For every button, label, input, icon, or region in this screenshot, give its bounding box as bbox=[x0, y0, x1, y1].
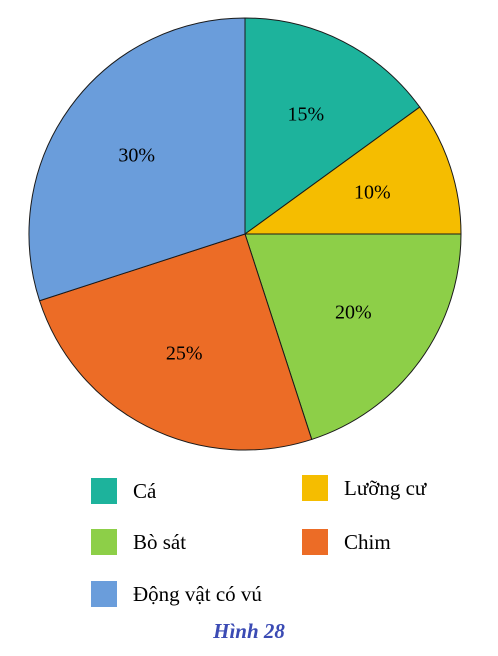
legend-label-bo-sat: Bò sát bbox=[133, 529, 187, 554]
pie-slice-chim bbox=[38, 233, 313, 451]
legend-swatch-bo-sat bbox=[91, 529, 117, 555]
legend-swatch-dong-vat-co-vu bbox=[91, 581, 117, 607]
legend-label-luong-cu: Lưỡng cư bbox=[344, 475, 427, 500]
legend-item-bo-sat: Bò sát bbox=[91, 529, 186, 555]
legend-label-ca: Cá bbox=[133, 478, 157, 503]
pie-slice-luong-cu bbox=[243, 106, 462, 235]
slice-label-bo-sat: 20% bbox=[335, 302, 372, 324]
pie-slice-ca bbox=[244, 17, 421, 235]
figure-caption: Hình 28 bbox=[213, 619, 285, 643]
legend-item-dong-vat-co-vu: Động vật có vú bbox=[91, 581, 262, 607]
legend-swatch-chim bbox=[302, 529, 328, 555]
legend-swatch-ca bbox=[91, 478, 117, 504]
pie-chart: 15% 10% 20% 25% 30% bbox=[28, 17, 462, 451]
slice-label-dong-vat-co-vu: 30% bbox=[118, 144, 155, 166]
pie-slice-bo-sat bbox=[244, 233, 462, 441]
slice-label-ca: 15% bbox=[287, 104, 324, 126]
legend-item-ca: Cá bbox=[91, 478, 156, 504]
slice-label-chim: 25% bbox=[166, 342, 203, 364]
slice-label-luong-cu: 10% bbox=[354, 182, 391, 204]
legend-item-chim: Chim bbox=[302, 529, 391, 555]
legend-item-luong-cu: Lưỡng cư bbox=[302, 475, 426, 501]
legend-label-dong-vat-co-vu: Động vật có vú bbox=[133, 581, 262, 606]
legend-label-chim: Chim bbox=[344, 529, 391, 554]
pie-slice-dong-vat-co-vu bbox=[28, 17, 246, 302]
legend-swatch-luong-cu bbox=[302, 475, 328, 501]
